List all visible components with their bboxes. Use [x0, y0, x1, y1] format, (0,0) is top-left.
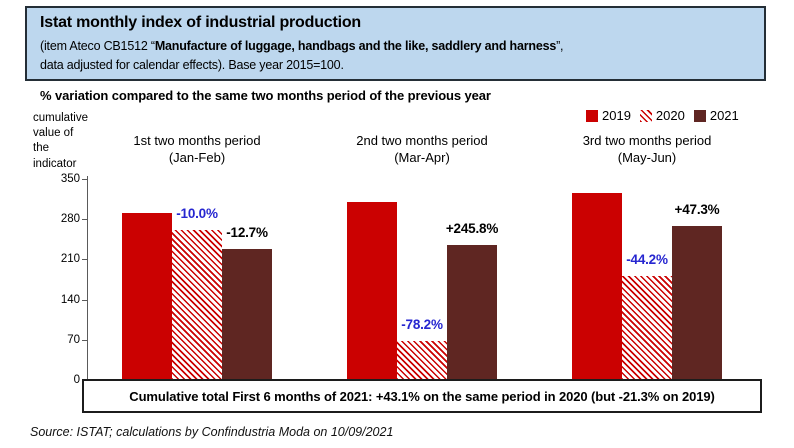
bar-2019-group1	[122, 212, 172, 380]
y-axis-line	[87, 176, 88, 380]
source-note: Source: ISTAT; calculations by Confindus…	[30, 425, 394, 439]
subtitle-suffix: ”,	[556, 38, 564, 53]
bar-2021-group2	[447, 245, 497, 380]
bar-value-label: +47.3%	[674, 202, 720, 218]
category-label: 1st two months period (Jan-Feb)	[133, 133, 261, 165]
bar-2019-group2	[347, 202, 397, 380]
y-tick-label: 280	[60, 213, 80, 225]
legend: 2019 2020 2021	[586, 108, 739, 123]
y-axis-label: cumulative value of the indicator	[33, 112, 88, 170]
bar-2020-group2	[397, 340, 447, 380]
bar-2019-group3	[572, 192, 622, 380]
y-tick-mark	[82, 300, 88, 301]
y-tick-label: 140	[60, 294, 80, 306]
legend-label: 2019	[602, 108, 631, 123]
y-tick-label: 0	[73, 374, 80, 386]
legend-label: 2021	[709, 108, 739, 123]
bar-2020-group1	[172, 229, 222, 380]
legend-item: 2020	[639, 108, 685, 123]
hatched-red-swatch-icon	[639, 109, 652, 122]
header-subtitle-line2: data adjusted for calendar effects). Bas…	[40, 57, 344, 72]
bar-2021-group1	[222, 249, 272, 380]
legend-label: 2020	[655, 108, 685, 123]
chart-title: % variation compared to the same two mon…	[40, 88, 491, 103]
category-label: 3rd two months period (May-Jun)	[582, 133, 712, 165]
legend-item: 2019	[586, 108, 631, 123]
legend-item: 2021	[693, 108, 739, 123]
bar-value-label: +245.8%	[445, 221, 499, 236]
page-title: Istat monthly index of industrial produc…	[40, 14, 361, 31]
bar-value-label: -44.2%	[626, 251, 668, 267]
subtitle-prefix: (item Ateco CB1512 “	[40, 38, 155, 53]
subtitle-bold: Manufacture of luggage, handbags and the…	[154, 38, 557, 53]
header-subtitle-line1: (item Ateco CB1512 “Manufacture of lugga…	[40, 37, 754, 56]
solid-maroon-swatch-icon	[693, 109, 706, 122]
summary-box: Cumulative total First 6 months of 2021:…	[82, 379, 762, 413]
bar-value-label: -78.2%	[401, 316, 443, 332]
y-tick-mark	[82, 340, 88, 341]
y-tick-mark	[82, 179, 88, 180]
y-tick-mark	[82, 219, 88, 220]
bar-value-label: -12.7%	[226, 225, 268, 241]
y-tick-label: 210	[60, 253, 80, 265]
bar-2020-group3	[622, 275, 672, 380]
bar-value-label: -10.0%	[176, 205, 218, 221]
y-tick-mark	[82, 259, 88, 260]
bar-2021-group3	[672, 226, 722, 380]
y-tick-label: 70	[67, 334, 80, 346]
solid-red-swatch-icon	[586, 109, 598, 122]
category-label: 2nd two months period (Mar-Apr)	[356, 133, 488, 165]
header-box: Istat monthly index of industrial produc…	[25, 6, 766, 81]
y-tick-label: 350	[60, 173, 80, 185]
